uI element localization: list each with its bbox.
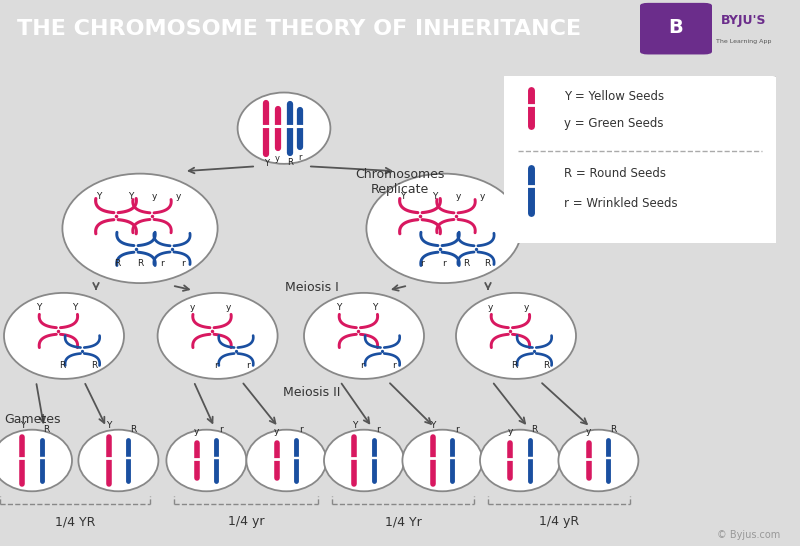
- Text: Meiosis II: Meiosis II: [283, 385, 341, 399]
- Text: R: R: [114, 259, 121, 269]
- Text: R: R: [484, 259, 490, 269]
- Text: y: y: [190, 304, 194, 312]
- Ellipse shape: [558, 430, 638, 491]
- Text: y: y: [480, 192, 485, 201]
- Text: Gametes: Gametes: [4, 413, 61, 426]
- Text: y: y: [194, 427, 199, 436]
- Text: R: R: [130, 425, 136, 434]
- Text: Y: Y: [128, 192, 133, 201]
- Text: R: R: [531, 425, 538, 434]
- Text: R: R: [543, 361, 550, 370]
- Text: y = Green Seeds: y = Green Seeds: [564, 116, 663, 129]
- Text: r: r: [246, 361, 250, 370]
- Text: 1/4 yR: 1/4 yR: [539, 515, 579, 528]
- Ellipse shape: [402, 430, 482, 491]
- Ellipse shape: [304, 293, 424, 379]
- Text: Y: Y: [400, 192, 405, 201]
- Ellipse shape: [246, 430, 326, 491]
- Ellipse shape: [366, 174, 522, 283]
- Text: R = Round Seeds: R = Round Seeds: [564, 167, 666, 180]
- Text: Y: Y: [106, 421, 111, 430]
- Text: y: y: [152, 192, 157, 201]
- Text: r: r: [393, 361, 396, 370]
- Text: BYJU'S: BYJU'S: [722, 14, 766, 27]
- Text: R: R: [43, 425, 50, 434]
- Text: Y: Y: [430, 421, 435, 430]
- Text: Y: Y: [36, 304, 41, 312]
- Text: 1/4 yr: 1/4 yr: [228, 515, 265, 528]
- Text: r: r: [377, 425, 380, 434]
- Text: Meiosis I: Meiosis I: [285, 281, 339, 294]
- Text: y: y: [456, 192, 461, 201]
- Ellipse shape: [166, 430, 246, 491]
- Text: y: y: [275, 153, 280, 163]
- Text: R: R: [610, 425, 616, 434]
- Text: B: B: [669, 18, 683, 37]
- Text: r: r: [298, 153, 302, 162]
- Ellipse shape: [0, 430, 72, 491]
- Text: y: y: [274, 427, 279, 436]
- Text: r: r: [219, 425, 222, 434]
- Text: Y: Y: [432, 192, 437, 201]
- Text: The Learning App: The Learning App: [716, 39, 772, 44]
- Text: R: R: [137, 259, 143, 269]
- Text: r: r: [455, 425, 458, 434]
- Text: 1/4 YR: 1/4 YR: [55, 515, 95, 528]
- Ellipse shape: [4, 293, 124, 379]
- Ellipse shape: [480, 430, 560, 491]
- Text: r = Wrinkled Seeds: r = Wrinkled Seeds: [564, 197, 678, 210]
- Text: Y: Y: [96, 192, 101, 201]
- Text: Chromosomes
Replicate: Chromosomes Replicate: [355, 168, 445, 196]
- Text: © Byjus.com: © Byjus.com: [717, 530, 780, 540]
- Text: y: y: [508, 427, 513, 436]
- Text: Y: Y: [264, 159, 269, 169]
- Text: Y: Y: [336, 304, 341, 312]
- Text: y: y: [524, 304, 529, 312]
- Text: r: r: [361, 361, 364, 370]
- FancyBboxPatch shape: [640, 3, 712, 55]
- Text: r: r: [442, 259, 446, 269]
- Ellipse shape: [62, 174, 218, 283]
- Text: Y: Y: [72, 304, 77, 312]
- FancyBboxPatch shape: [498, 75, 778, 246]
- Text: Y: Y: [20, 421, 25, 430]
- Text: Y: Y: [372, 304, 377, 312]
- Text: R: R: [511, 361, 518, 370]
- Text: y: y: [176, 192, 181, 201]
- Text: y: y: [586, 427, 591, 436]
- Text: r: r: [161, 259, 164, 269]
- Text: Y = Yellow Seeds: Y = Yellow Seeds: [564, 90, 664, 103]
- Text: r: r: [214, 361, 218, 370]
- Text: y: y: [488, 304, 493, 312]
- Text: R: R: [91, 361, 98, 370]
- Ellipse shape: [456, 293, 576, 379]
- Text: y: y: [226, 304, 230, 312]
- Text: r: r: [182, 259, 185, 269]
- Text: R: R: [286, 158, 293, 168]
- Ellipse shape: [158, 293, 278, 379]
- Text: Y: Y: [352, 421, 357, 430]
- Text: r: r: [299, 425, 302, 434]
- Ellipse shape: [238, 92, 330, 164]
- Text: THE CHROMOSOME THEORY OF INHERITANCE: THE CHROMOSOME THEORY OF INHERITANCE: [17, 19, 582, 39]
- Text: R: R: [463, 259, 470, 269]
- Text: R: R: [59, 361, 66, 370]
- Ellipse shape: [324, 430, 404, 491]
- Text: r: r: [420, 259, 423, 269]
- Text: 1/4 Yr: 1/4 Yr: [385, 515, 422, 528]
- Ellipse shape: [78, 430, 158, 491]
